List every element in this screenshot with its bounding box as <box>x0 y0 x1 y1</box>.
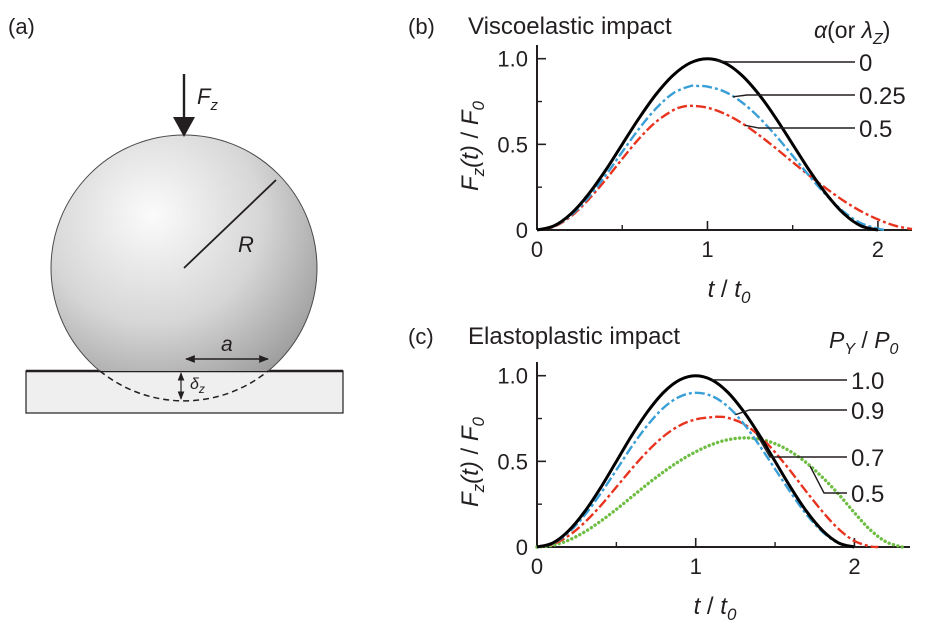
series-line-1.0 <box>536 374 855 549</box>
force-arrow-head <box>173 117 195 137</box>
plot-c-ylabel: Fz(t) / F0 <box>457 416 488 507</box>
panel-a-label: (a) <box>8 14 35 39</box>
series-leader-line <box>732 94 855 98</box>
plot-b: 0 1 2 0 0.5 1.0 0 0.25 0.5 <box>497 45 913 262</box>
x-tick-label: 1 <box>690 554 702 579</box>
series-line-0 <box>536 57 879 232</box>
substrate <box>25 370 344 414</box>
series-leader-line <box>735 409 847 416</box>
y-tick-label: 0.5 <box>497 449 528 474</box>
plot-c: 0 1 2 0 0.5 1.0 1.0 0.9 0.7 0.5 <box>497 362 910 579</box>
y-tick-label: 1.0 <box>497 364 528 389</box>
x-tick-label: 0 <box>531 237 543 262</box>
panel-c-title: Elastoplastic impact <box>468 323 680 350</box>
plot-c-xlabel: t / t0 <box>694 593 737 624</box>
x-tick-label: 2 <box>848 554 860 579</box>
x-tick-label: 1 <box>701 237 713 262</box>
plot-b-xlabel: t / t0 <box>708 276 751 307</box>
series-line-0.9 <box>536 391 855 549</box>
series-leader-line <box>744 124 855 129</box>
force-label: Fz <box>197 84 218 114</box>
series-label: 0.5 <box>851 481 884 508</box>
x-tick-label: 2 <box>872 237 884 262</box>
y-tick-label: 0 <box>516 218 528 243</box>
panel-c-label: (c) <box>408 324 434 349</box>
series-leader-line <box>809 465 847 494</box>
panel-b-param-label: α(or λZ) <box>814 17 890 48</box>
series-line-0.7 <box>536 415 879 549</box>
panel-b-title: Viscoelastic impact <box>468 13 672 40</box>
series-line-0.5 <box>536 104 913 232</box>
series-label: 0.7 <box>851 445 884 472</box>
y-tick-label: 0.5 <box>497 132 528 157</box>
series-label: 1.0 <box>851 368 884 395</box>
indentation-cap <box>99 370 269 402</box>
panel-b: (b) Viscoelastic impact α(or λZ) 0 1 2 0 0.5… <box>408 13 913 307</box>
panel-c: (c) Elastoplastic impact PY / P0 0 1 2 0 0.5… <box>408 323 910 624</box>
series-line-0.25 <box>536 84 887 232</box>
depth-label: δz <box>190 376 205 396</box>
series-label: 0.25 <box>859 83 906 110</box>
y-tick-label: 0 <box>516 535 528 560</box>
series-leader-line <box>715 60 855 63</box>
panel-a: (a) R Fz a δz <box>8 14 344 414</box>
series-line-0.5 <box>535 436 904 549</box>
series-label: 0 <box>859 50 872 77</box>
series-label: 0.5 <box>859 116 892 143</box>
radius-line <box>183 179 277 269</box>
x-tick-label: 0 <box>531 554 543 579</box>
y-tick-label: 1.0 <box>497 47 528 72</box>
panel-c-param-label: PY / P0 <box>829 327 899 358</box>
radius-label: R <box>238 232 254 257</box>
series-label: 0.9 <box>851 398 884 425</box>
panel-b-label: (b) <box>408 14 435 39</box>
plot-b-ylabel: Fz(t) / F0 <box>457 100 488 191</box>
series-leader-line <box>755 432 847 458</box>
contact-radius-label: a <box>221 333 233 356</box>
